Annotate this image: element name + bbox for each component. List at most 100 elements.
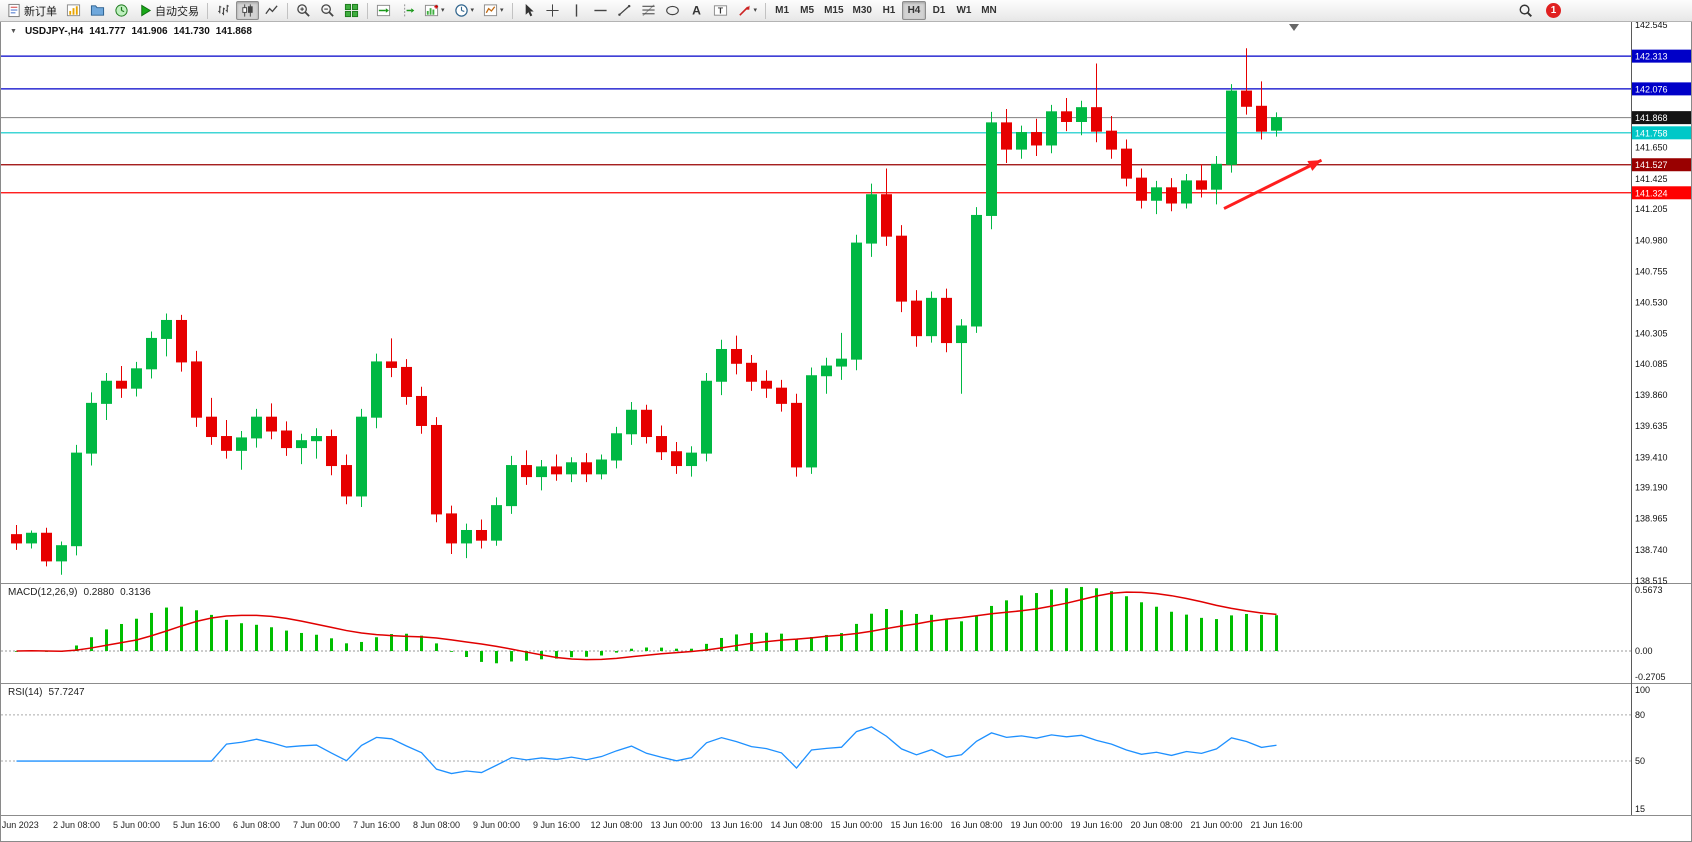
timeframe-m1-button[interactable]: M1 <box>775 5 790 16</box>
macd-histogram-bar <box>585 651 588 657</box>
time-axis-label: 14 Jun 08:00 <box>770 820 822 830</box>
new-order-button-label: 新订单 <box>24 5 57 18</box>
macd-histogram-bar <box>600 651 603 656</box>
crosshair-button[interactable] <box>541 1 564 20</box>
macd-pane[interactable] <box>1 584 1631 683</box>
auto-scroll-button[interactable] <box>372 1 395 20</box>
candlestick-chart-button[interactable] <box>236 1 259 20</box>
caret-down-icon: ▾ <box>500 7 504 14</box>
chart-shift-button[interactable] <box>396 1 419 20</box>
text-label-button[interactable]: T <box>709 1 732 20</box>
macd-histogram-bar <box>570 651 573 658</box>
macd-histogram-bar <box>15 651 18 652</box>
bar-chart-button[interactable] <box>212 1 235 20</box>
macd-histogram-bar <box>75 645 78 652</box>
candle-body <box>191 361 202 418</box>
horizontal-line-icon <box>593 3 608 18</box>
price-tick-label: 140.755 <box>1635 266 1668 276</box>
time-axis-label: 7 Jun 16:00 <box>353 820 400 830</box>
time-axis-label: 6 Jun 08:00 <box>233 820 280 830</box>
timeframe-mn-button[interactable]: MN <box>981 5 997 16</box>
candle-body <box>986 122 997 216</box>
price-badge <box>1632 126 1691 140</box>
candle-body <box>1151 187 1162 201</box>
text-button[interactable]: A <box>685 1 708 20</box>
price-badge <box>1632 111 1691 125</box>
candle-body <box>1091 107 1102 132</box>
candle-body <box>851 242 862 360</box>
trendline-button[interactable] <box>613 1 636 20</box>
candle-body <box>686 452 697 467</box>
timeframe-m15-button[interactable]: M15 <box>824 5 844 16</box>
timeframe-h4-button[interactable]: H4 <box>901 1 926 20</box>
profiles-button[interactable] <box>86 1 109 20</box>
templates-dropdown[interactable]: ▾ <box>479 1 508 20</box>
cursor-button[interactable] <box>517 1 540 20</box>
price-tick-label: 139.635 <box>1635 421 1668 431</box>
macd-histogram-bar <box>945 618 948 652</box>
trend-arrow-annotation[interactable] <box>1223 158 1323 210</box>
horizontal-line-button[interactable] <box>589 1 612 20</box>
zoom-out-button[interactable] <box>316 1 339 20</box>
candle-body <box>731 348 742 364</box>
chart-shift-marker[interactable] <box>1289 24 1299 31</box>
chart-shift-icon <box>400 3 415 18</box>
candle-body <box>41 532 52 562</box>
search-button[interactable] <box>1514 1 1537 20</box>
auto-trading-icon <box>138 3 153 18</box>
line-chart-button[interactable] <box>260 1 283 20</box>
candle-body <box>551 466 562 475</box>
timeframe-m30-button[interactable]: M30 <box>852 5 872 16</box>
price-tick-label: 138.740 <box>1635 545 1668 555</box>
notification-badge[interactable]: 1 <box>1546 3 1561 18</box>
macd-histogram-bar <box>120 623 123 652</box>
market-watch-button[interactable] <box>110 1 133 20</box>
vertical-line-button[interactable] <box>565 1 588 20</box>
new-chart-button[interactable] <box>62 1 85 20</box>
indicators-dropdown[interactable]: ▾ <box>420 1 449 20</box>
rsi-value: 57.7247 <box>48 687 85 698</box>
candle-body <box>101 380 112 404</box>
fibonacci-button[interactable] <box>637 1 660 20</box>
auto-trading-button[interactable]: 自动交易 <box>134 1 203 20</box>
timeframe-h1-button[interactable]: H1 <box>882 5 896 16</box>
candle-body <box>491 505 502 541</box>
timeframe-d1-button[interactable]: D1 <box>932 5 946 16</box>
candle-body <box>281 430 292 449</box>
new-order-button[interactable]: 新订单 <box>3 1 61 20</box>
macd-histogram-bar <box>315 634 318 652</box>
candle-body <box>1271 117 1282 131</box>
timeframe-m5-button[interactable]: M5 <box>800 5 815 16</box>
price-badge-text: 142.076 <box>1635 84 1668 94</box>
candle-body <box>821 365 832 377</box>
candle-body <box>311 436 322 442</box>
one-click-trading-toggle[interactable]: ▼ <box>10 28 17 35</box>
candle-body <box>1106 130 1117 150</box>
macd-histogram-bar <box>885 608 888 652</box>
candle-body <box>131 368 142 389</box>
main-chart-pane[interactable] <box>1 22 1631 583</box>
candle-body <box>881 194 892 237</box>
time-axis[interactable] <box>1 816 1692 842</box>
zoom-in-button[interactable] <box>292 1 315 20</box>
macd-histogram-bar <box>180 606 183 652</box>
market-watch-icon <box>114 3 129 18</box>
timeframe-w1-button[interactable]: W1 <box>956 5 972 16</box>
macd-histogram-bar <box>420 635 423 652</box>
macd-histogram-bar <box>735 634 738 652</box>
candle-body <box>386 361 397 368</box>
candle-body <box>416 395 427 426</box>
candle-body <box>836 358 847 367</box>
candle-body <box>341 465 352 497</box>
tile-windows-button[interactable] <box>340 1 363 20</box>
new-order-icon <box>7 3 22 18</box>
periods-dropdown[interactable]: ▾ <box>450 1 479 20</box>
candle-body <box>1181 180 1192 204</box>
time-axis-label: 15 Jun 16:00 <box>890 820 942 830</box>
arrows-dropdown[interactable]: ▾ <box>733 1 762 20</box>
candle-body <box>626 409 637 435</box>
price-tick-label: 142.545 <box>1635 22 1668 30</box>
price-scale[interactable] <box>1632 22 1692 815</box>
candle-body <box>1256 105 1267 132</box>
shapes-button[interactable] <box>661 1 684 20</box>
